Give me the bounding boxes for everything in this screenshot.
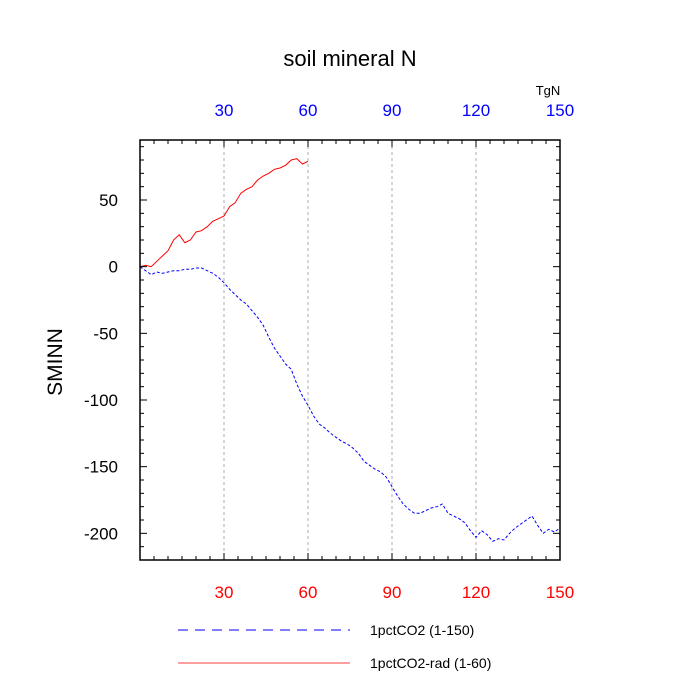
chart-title: soil mineral N xyxy=(283,46,416,71)
x-tick-label-bottom: 30 xyxy=(215,583,234,602)
x-tick-label-top: 120 xyxy=(462,101,490,120)
x-tick-label-bottom: 150 xyxy=(546,583,574,602)
y-tick-label: -200 xyxy=(84,524,118,543)
series-line-1 xyxy=(139,158,309,268)
y-tick-label: -150 xyxy=(84,458,118,477)
tick-labels: 30 30 60 60 90 90 120 120 150 150 50 0 -50 -100 -150 -2… xyxy=(84,101,574,602)
axis-ticks xyxy=(139,140,561,561)
x-tick-label-bottom: 60 xyxy=(299,583,318,602)
x-tick-label-top: 30 xyxy=(215,101,234,120)
top-axis-unit: TgN xyxy=(536,83,561,98)
y-tick-label: -100 xyxy=(84,391,118,410)
series-layer xyxy=(139,158,561,542)
series-line-0 xyxy=(139,266,561,542)
y-tick-label: 0 xyxy=(109,258,118,277)
x-tick-label-top: 90 xyxy=(383,101,402,120)
y-tick-label: -50 xyxy=(93,324,118,343)
legend: 1pctCO2 (1-150) 1pctCO2-rad (1-60) xyxy=(178,622,491,671)
x-tick-label-top: 150 xyxy=(546,101,574,120)
grid-lines xyxy=(223,140,477,560)
legend-label-1pctco2: 1pctCO2 (1-150) xyxy=(370,622,474,638)
x-tick-label-bottom: 120 xyxy=(462,583,490,602)
x-tick-label-bottom: 90 xyxy=(383,583,402,602)
legend-label-1pctco2-rad: 1pctCO2-rad (1-60) xyxy=(370,655,491,671)
x-tick-label-top: 60 xyxy=(299,101,318,120)
y-axis-label: SMINN xyxy=(44,328,67,396)
y-tick-label: 50 xyxy=(99,191,118,210)
plot-frame xyxy=(139,139,561,561)
